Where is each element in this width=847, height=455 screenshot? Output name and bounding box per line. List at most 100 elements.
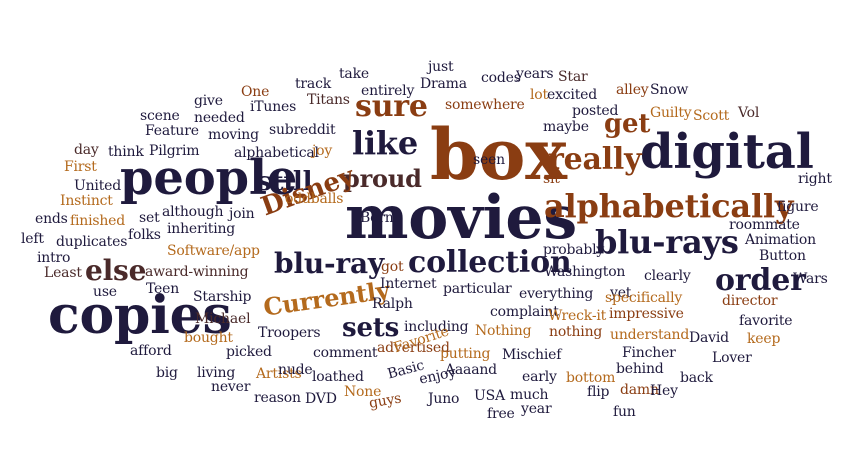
cloud-word-never: never: [211, 379, 251, 395]
cloud-word-digital: digital: [640, 124, 814, 180]
cloud-word-people: people: [120, 150, 298, 206]
cloud-word-david: David: [689, 330, 729, 346]
cloud-word-joy: joy: [312, 143, 333, 159]
cloud-word-animation: Animation: [745, 232, 816, 248]
cloud-word-vol: Vol: [738, 105, 760, 121]
cloud-word-particular: particular: [443, 281, 512, 297]
cloud-word-nude: nude: [278, 362, 313, 378]
cloud-word-ralph: Ralph: [372, 296, 413, 312]
cloud-word-feature: Feature: [145, 123, 199, 139]
cloud-word-probably: probably: [543, 242, 605, 258]
cloud-word-afford: afford: [130, 343, 172, 359]
cloud-word-just: just: [428, 59, 454, 75]
cloud-word-join: join: [229, 206, 255, 222]
cloud-word-finished: finished: [70, 213, 126, 229]
cloud-word-roommate: roommate: [729, 217, 800, 233]
cloud-word-get: get: [604, 109, 651, 139]
cloud-word-juno: Juno: [428, 391, 460, 407]
cloud-word-collection: collection: [408, 245, 572, 280]
cloud-word-oddballs: oddballs: [285, 191, 344, 207]
cloud-word-take: take: [339, 66, 369, 82]
cloud-word-specifically: specifically: [605, 290, 683, 306]
cloud-word-figure: figure: [777, 199, 819, 215]
cloud-word-somewhere: somewhere: [445, 97, 525, 113]
cloud-word-fincher: Fincher: [622, 345, 676, 361]
cloud-word-director: director: [722, 293, 778, 309]
cloud-word-day: day: [74, 142, 99, 158]
cloud-word-bottom: bottom: [566, 370, 616, 386]
cloud-word-reason: reason: [254, 390, 301, 406]
cloud-word-born: Born: [360, 210, 394, 226]
cloud-word-codes: codes: [481, 70, 521, 86]
cloud-word-including: including: [404, 319, 469, 335]
cloud-word-ends: ends: [35, 211, 68, 227]
cloud-word-one: One: [241, 84, 270, 100]
cloud-word-michael: Michael: [195, 311, 251, 327]
cloud-word-star: Star: [558, 69, 588, 85]
cloud-word-left: left: [21, 231, 44, 247]
cloud-word-troopers: Troopers: [258, 325, 321, 341]
cloud-word-loathed: loathed: [312, 369, 364, 385]
cloud-word-snow: Snow: [650, 82, 689, 98]
cloud-word-internet: Internet: [380, 276, 437, 292]
cloud-word-flip: flip: [587, 384, 610, 400]
cloud-word-fun: fun: [613, 404, 636, 420]
cloud-word-blu-ray: blu-ray: [274, 247, 384, 280]
cloud-word-guilty: Guilty: [650, 105, 692, 121]
cloud-word-got: got: [381, 259, 404, 275]
cloud-word-award-winning: award-winning: [145, 264, 249, 280]
cloud-word-button: Button: [759, 248, 806, 264]
cloud-word-inheriting: inheriting: [167, 221, 236, 237]
cloud-word-instinct: Instinct: [60, 193, 113, 209]
cloud-word-right: right: [798, 171, 832, 187]
cloud-word-putting: putting: [440, 346, 491, 362]
cloud-word-subreddit: subreddit: [269, 122, 336, 138]
cloud-word-damn: damn: [620, 382, 659, 398]
cloud-word-proud: proud: [343, 164, 422, 193]
cloud-word-moving: moving: [208, 127, 259, 143]
cloud-word-use: use: [93, 284, 117, 300]
cloud-word-sit: sit: [543, 171, 560, 187]
cloud-word-really: really: [548, 142, 642, 177]
cloud-word-scott: Scott: [693, 108, 730, 124]
cloud-word-seen: seen: [473, 152, 505, 168]
cloud-word-box: box: [430, 113, 567, 196]
cloud-word-teen: Teen: [146, 281, 180, 297]
cloud-word-living: living: [197, 365, 236, 381]
cloud-word-washington: Washington: [544, 264, 626, 280]
cloud-word-still: still: [257, 167, 313, 197]
cloud-word-aaaand: Aaaand: [445, 362, 497, 378]
cloud-word-blu-rays: blu-rays: [595, 223, 739, 261]
cloud-word-excited: excited: [547, 87, 597, 103]
cloud-word-complaint: complaint: [490, 304, 559, 320]
cloud-word-clearly: clearly: [644, 268, 691, 284]
cloud-word-alphabetically: alphabetically: [544, 187, 794, 225]
cloud-word-year: year: [521, 401, 552, 417]
cloud-word-everything: everything: [519, 286, 594, 302]
cloud-word-mischief: Mischief: [502, 347, 562, 363]
cloud-word-united: United: [74, 178, 121, 194]
cloud-word-although: although: [162, 204, 224, 220]
cloud-word-back: back: [680, 370, 713, 386]
cloud-word-folks: folks: [128, 227, 161, 243]
cloud-word-lot: lot: [530, 87, 548, 103]
cloud-word-like: like: [352, 124, 419, 162]
cloud-word-else: else: [85, 254, 147, 287]
cloud-word-hey: Hey: [650, 383, 678, 399]
cloud-word-usa: USA: [474, 388, 505, 404]
cloud-word-behind: behind: [616, 361, 664, 377]
cloud-word-nothing: Nothing: [475, 323, 532, 339]
cloud-word-give: give: [194, 93, 223, 109]
cloud-word-think: think: [108, 144, 144, 160]
cloud-word-order: order: [715, 263, 806, 298]
cloud-word-alley: alley: [616, 82, 649, 98]
cloud-word-favorite: favorite: [739, 313, 793, 329]
cloud-word-maybe: maybe: [543, 119, 589, 135]
cloud-word-wars: Wars: [793, 271, 828, 287]
cloud-word-guys: guys: [367, 390, 403, 412]
cloud-word-set: set: [139, 210, 160, 226]
cloud-word-software-app: Software/app: [167, 243, 260, 259]
cloud-word-yet: yet: [610, 285, 632, 301]
cloud-word-posted: posted: [572, 103, 619, 119]
cloud-word-starship: Starship: [193, 289, 252, 305]
